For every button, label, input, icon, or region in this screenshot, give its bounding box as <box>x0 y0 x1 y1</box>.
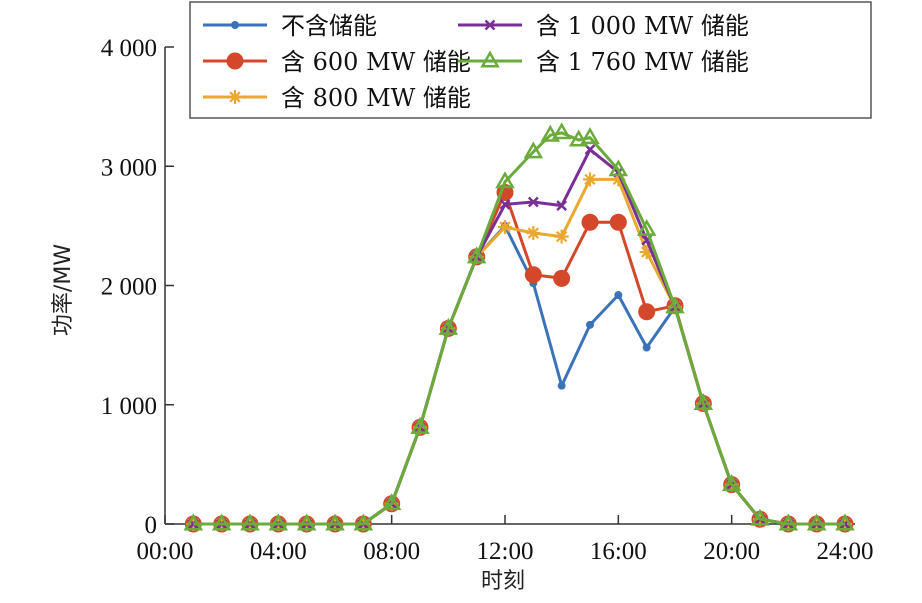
legend-item: 含 1 000 MW 储能 <box>458 12 749 40</box>
legend-label: 含 800 MW 储能 <box>281 84 471 112</box>
data-point <box>353 513 374 531</box>
data-point <box>556 200 568 211</box>
series-3 <box>187 144 851 530</box>
x-tick-label: 00:00 <box>137 538 194 565</box>
data-point <box>642 343 651 352</box>
series-line <box>193 177 845 526</box>
data-point <box>581 213 599 231</box>
data-point <box>778 513 799 531</box>
data-point <box>584 144 596 155</box>
x-tick-label: 24:00 <box>817 538 874 565</box>
data-point <box>609 213 627 231</box>
series-layer <box>183 122 855 533</box>
legend-marker <box>484 19 496 31</box>
data-point <box>554 229 569 244</box>
series-1 <box>184 183 854 533</box>
data-point <box>211 513 232 531</box>
data-point <box>268 513 289 531</box>
data-point <box>583 172 597 187</box>
legend-item: 含 1 760 MW 储能 <box>458 48 749 76</box>
x-tick-label: 04:00 <box>250 538 307 565</box>
data-point <box>540 124 561 142</box>
y-tick-label: 0 <box>145 512 158 539</box>
data-point <box>527 196 539 208</box>
data-point <box>580 127 600 145</box>
legend-box <box>189 1 872 119</box>
legend-item: 含 600 MW 储能 <box>203 48 471 76</box>
data-point <box>806 513 827 531</box>
data-point <box>183 513 204 531</box>
data-point <box>381 493 402 511</box>
series-line <box>193 148 845 526</box>
data-point <box>524 266 542 284</box>
x-tick-label: 16:00 <box>590 538 647 565</box>
data-point <box>608 159 629 177</box>
x-axis-title: 时刻 <box>481 569 525 594</box>
data-point <box>296 513 317 531</box>
data-point <box>526 226 541 241</box>
legend-label: 不含储能 <box>281 12 377 40</box>
y-tick-label: 4 000 <box>101 35 157 62</box>
x-tick-label: 12:00 <box>477 538 534 565</box>
data-point <box>438 317 459 335</box>
x-ticks: 00:00 04:00 08:00 12:00 16:00 20:00 24:00 <box>137 515 874 565</box>
legend-label: 含 1 760 MW 储能 <box>536 48 749 76</box>
data-point <box>410 416 430 434</box>
series-4 <box>183 122 855 531</box>
data-point <box>499 199 511 210</box>
data-point <box>665 296 685 314</box>
series-2 <box>186 172 852 531</box>
data-point <box>466 246 487 264</box>
legend-item: 不含储能 <box>203 12 377 40</box>
x-tick-label: 20:00 <box>703 538 760 565</box>
y-tick-label: 3 000 <box>101 154 157 181</box>
y-tick-label: 2 000 <box>101 274 157 301</box>
series-line <box>193 224 845 526</box>
data-point <box>553 269 571 287</box>
legend-marker <box>480 50 500 68</box>
legend-marker <box>226 52 244 70</box>
data-point <box>551 122 572 140</box>
data-point <box>495 171 515 189</box>
data-point <box>586 320 594 329</box>
data-point <box>498 220 512 235</box>
data-point <box>721 474 742 492</box>
data-point <box>835 513 855 531</box>
data-point <box>638 303 656 321</box>
y-tick-label: 1 000 <box>101 393 157 420</box>
data-point <box>568 129 589 147</box>
data-point <box>557 381 566 390</box>
data-point <box>614 291 623 300</box>
legend-marker <box>228 90 242 104</box>
legend-marker <box>231 21 239 29</box>
data-point <box>636 218 657 236</box>
legend-item: 含 800 MW 储能 <box>203 84 471 112</box>
series-line <box>193 131 845 526</box>
data-point <box>523 141 544 159</box>
series-line <box>193 191 845 526</box>
data-point <box>750 508 770 526</box>
legend-label: 含 1 000 MW 储能 <box>536 12 749 40</box>
data-point <box>325 513 345 531</box>
y-ticks: 0 1 000 2 000 3 000 4 000 <box>101 35 174 539</box>
data-point <box>693 393 714 411</box>
data-point <box>240 513 260 531</box>
legend-label: 含 600 MW 储能 <box>281 48 471 76</box>
y-axis-title: 功率/MW <box>51 244 76 336</box>
x-tick-label: 08:00 <box>363 538 420 565</box>
series-0 <box>189 221 849 528</box>
